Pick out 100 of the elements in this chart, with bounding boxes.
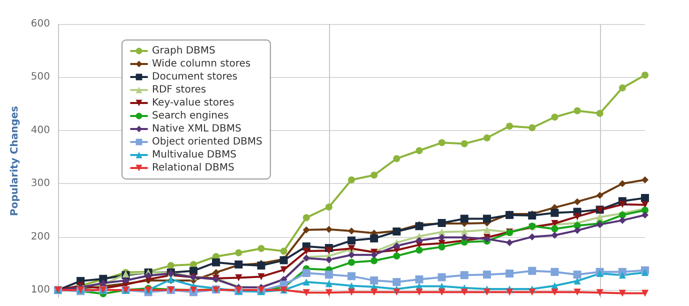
point [550, 208, 559, 217]
point [642, 268, 648, 276]
point [596, 289, 604, 296]
point [302, 289, 310, 296]
y-tick-label: 600 [30, 18, 50, 30]
point [190, 260, 197, 268]
point [212, 268, 220, 276]
point [574, 277, 581, 284]
point [348, 258, 355, 266]
point [528, 266, 536, 275]
legend-label: Key-value stores [152, 98, 234, 108]
point [302, 248, 310, 255]
point [302, 214, 310, 222]
point [393, 288, 400, 296]
point [506, 122, 514, 130]
point [370, 288, 378, 296]
point [235, 249, 242, 256]
point [618, 216, 626, 224]
point [642, 212, 648, 218]
y-tick-label: 100 [30, 284, 50, 296]
point [324, 270, 333, 279]
point [348, 272, 356, 280]
point [348, 236, 356, 245]
point [528, 233, 536, 240]
point [416, 246, 423, 254]
point [574, 213, 581, 220]
point [528, 124, 536, 132]
point [596, 270, 604, 278]
point [325, 247, 332, 254]
point [302, 226, 310, 234]
point [258, 245, 265, 252]
point [551, 232, 558, 239]
point [392, 278, 401, 286]
y-tick-label: 500 [30, 72, 50, 83]
point [438, 228, 446, 236]
point [483, 226, 490, 234]
point [642, 290, 648, 297]
point [438, 243, 446, 250]
point [483, 288, 490, 296]
point [573, 270, 582, 279]
point [280, 266, 288, 274]
y-tick-label: 200 [30, 231, 50, 242]
point [370, 276, 378, 284]
point [550, 268, 559, 276]
legend-label: RDF stores [152, 84, 206, 96]
legend-label: Native XML DBMS [152, 124, 242, 134]
point [370, 257, 378, 264]
point [325, 280, 332, 288]
point [596, 110, 604, 117]
point [574, 198, 581, 206]
point [212, 258, 220, 266]
point [460, 140, 468, 148]
y-tick-label: 400 [30, 124, 50, 136]
point [325, 289, 332, 296]
point [393, 252, 400, 260]
y-tick-label: 300 [30, 178, 50, 190]
point [460, 288, 468, 296]
point [258, 273, 265, 280]
point [460, 271, 468, 280]
point [167, 262, 174, 270]
legend-label: Object oriented DBMS [152, 136, 262, 148]
point [618, 180, 626, 188]
legend-label: Search engines [152, 110, 229, 122]
point [618, 84, 626, 92]
point [393, 242, 400, 250]
point [528, 288, 536, 296]
point [370, 234, 378, 242]
point [415, 275, 424, 284]
point [506, 288, 514, 296]
point [302, 268, 310, 277]
point [551, 114, 558, 121]
point [551, 225, 558, 232]
point [438, 139, 446, 146]
point [348, 251, 355, 258]
point [325, 204, 332, 211]
point [325, 226, 332, 233]
point [235, 274, 242, 282]
point [144, 272, 152, 280]
point [506, 270, 514, 278]
legend-label: Document stores [152, 72, 238, 82]
point [483, 134, 490, 142]
point [551, 288, 558, 296]
point [416, 147, 423, 154]
legend-label: Multivalue DBMS [152, 150, 236, 160]
point [618, 272, 626, 279]
point [482, 214, 491, 223]
point [348, 176, 355, 184]
point [393, 155, 400, 162]
legend-label: Relational DBMS [152, 162, 234, 174]
point [642, 72, 648, 79]
point [257, 262, 266, 270]
point [574, 226, 581, 234]
point [574, 288, 581, 296]
point [348, 227, 355, 234]
point [438, 234, 446, 241]
legend-label: Graph DBMS [152, 46, 216, 56]
point [438, 273, 446, 282]
point [528, 212, 536, 220]
point [438, 288, 446, 296]
point [370, 172, 378, 179]
